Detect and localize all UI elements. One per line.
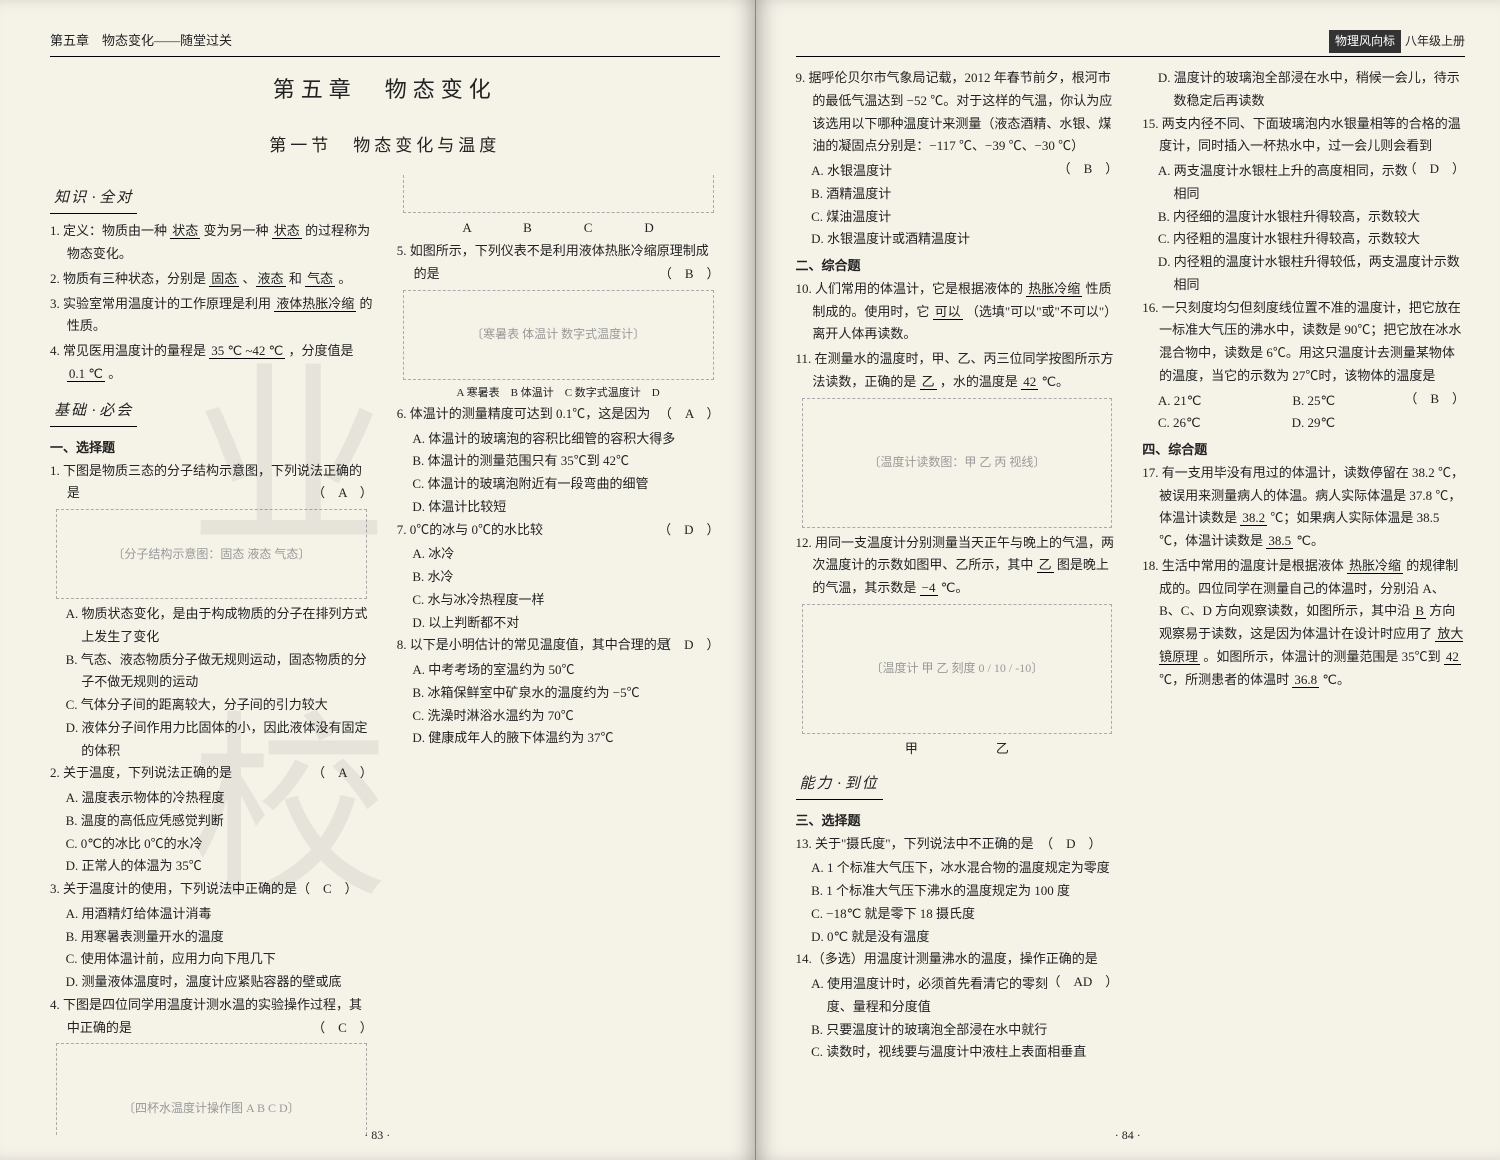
q14-c: C. 读数时，视线要与温度计中液柱上表面相垂直 — [796, 1041, 1119, 1064]
q14: 14.（多选）用温度计测量沸水的温度，操作正确的是（ AD ） — [796, 948, 1119, 971]
q5-labels: A 寒暑表 B 体温计 C 数字式温度计 D — [397, 384, 720, 403]
q7-d: D. 以上判断都不对 — [397, 612, 720, 635]
q13-d: D. 0℃ 就是没有温度 — [796, 926, 1119, 949]
q11-diagram: 〔温度计读数图：甲 乙 丙 视线〕 — [802, 398, 1113, 528]
q6-d: D. 体温计比较短 — [397, 496, 720, 519]
grade-label: 八年级上册 — [1405, 31, 1465, 52]
right-badges: 物理风向标 八年级上册 — [1329, 30, 1465, 53]
q5: 5. 如图所示，下列仪表不是利用液体热胀冷缩原理制成的是（ B ） — [397, 240, 720, 286]
q15: 15. 两支内径不同、下面玻璃泡内水银量相等的合格的温度计，同时插入一杯热水中，… — [1142, 113, 1465, 159]
section-title: 第一节 物态变化与温度 — [50, 131, 720, 161]
q6-c: C. 体温计的玻璃泡附近有一段弯曲的细管 — [397, 473, 720, 496]
sub1: 一、选择题 — [50, 437, 373, 460]
q2-b: B. 温度的高低应凭感觉判断 — [50, 810, 373, 833]
q4-labels: A B C D — [397, 217, 720, 240]
q12-diagram: 〔温度计 甲 乙 刻度 0 / 10 / -10〕 — [802, 604, 1113, 734]
q1: 1. 下图是物质三态的分子结构示意图，下列说法正确的是（ A ） — [50, 460, 373, 506]
q7-b: B. 水冷 — [397, 566, 720, 589]
right-header: 物理风向标 八年级上册 — [796, 30, 1466, 57]
q1-d: D. 液体分子间作用力比固体的小，因此液体没有固定的体积 — [50, 717, 373, 763]
chapter-path: 第五章 物态变化——随堂过关 — [50, 30, 232, 53]
q2-c: C. 0℃的冰比 0℃的水冷 — [50, 833, 373, 856]
q10: 10. 人们常用的体温计，它是根据液体的 热胀冷缩 性质制成的。使用时，它 可以… — [796, 278, 1119, 346]
left-header: 第五章 物态变化——随堂过关 — [50, 30, 720, 57]
q13-a: A. 1 个标准大气压下，冰水混合物的温度规定为零度 — [796, 857, 1119, 880]
k1: 1. 定义：物质由一种 状态 变为另一种 状态 的过程称为物态变化。 — [50, 220, 373, 266]
q3-b: B. 用寒暑表测量开水的温度 — [50, 926, 373, 949]
right-columns: 9. 据呼伦贝尔市气象局记载，2012 年春节前夕，根河市的最低气温达到 −52… — [796, 67, 1466, 1072]
q12-labels: 甲 乙 — [796, 738, 1119, 761]
q18: 18. 生活中常用的温度计是根据液体 热胀冷缩 的规律制成的。四位同学在测量自己… — [1142, 555, 1465, 692]
q6: 6. 体温计的测量精度可达到 0.1℃，这是因为（ A ） — [397, 403, 720, 426]
page-right: 物理风向标 八年级上册 9. 据呼伦贝尔市气象局记载，2012 年春节前夕，根河… — [756, 0, 1500, 1160]
q6-a: A. 体温计的玻璃泡的容积比细管的容积大得多 — [397, 428, 720, 451]
q2-d: D. 正常人的体温为 35℃ — [50, 855, 373, 878]
book-spread: 业校 第五章 物态变化——随堂过关 第五章 物态变化 第一节 物态变化与温度 知… — [0, 0, 1500, 1160]
q9-d: D. 水银温度计或酒精温度计 — [796, 228, 1119, 251]
q3: 3. 关于温度计的使用，下列说法中正确的是（ C ） — [50, 878, 373, 901]
k4: 4. 常见医用温度计的量程是 35 ℃ ~42 ℃ ，分度值是 0.1 ℃ 。 — [50, 340, 373, 386]
left-columns: 知识 · 全对 1. 定义：物质由一种 状态 变为另一种 状态 的过程称为物态变… — [50, 175, 720, 1135]
q8: 8. 以下是小明估计的常见温度值，其中合理的是（ D ） — [397, 634, 720, 657]
q1-diagram: 〔分子结构示意图：固态 液态 气态〕 — [56, 509, 367, 599]
q15-d: D. 内径粗的温度计水银柱升得较低，两支温度计示数相同 — [1142, 251, 1465, 297]
q16-cd: C. 26℃ D. 29℃ — [1142, 412, 1465, 435]
q8-d: D. 健康成年人的腋下体温约为 37℃ — [397, 727, 720, 750]
page-num-right: · 84 · — [756, 1125, 1500, 1146]
q16: 16. 一只刻度均匀但刻度线位置不准的温度计，把它放在一标准大气压的沸水中，读数… — [1142, 297, 1465, 388]
q7: 7. 0℃的冰与 0℃的水比较（ D ） — [397, 519, 720, 542]
q7-a: A. 冰冷 — [397, 543, 720, 566]
sub3: 三、选择题 — [796, 810, 1119, 833]
q15-c: C. 内径粗的温度计水银柱升得较高，示数较大 — [1142, 228, 1465, 251]
q13: 13. 关于"摄氏度"，下列说法中不正确的是 （ D ） — [796, 833, 1119, 856]
q9: 9. 据呼伦贝尔市气象局记载，2012 年春节前夕，根河市的最低气温达到 −52… — [796, 67, 1119, 158]
q3-a: A. 用酒精灯给体温计消毒 — [50, 903, 373, 926]
q14-d: D. 温度计的玻璃泡全部浸在水中，稍候一会儿，待示数稳定后再读数 — [1142, 67, 1465, 113]
q3-c: C. 使用体温计前，应用力向下甩几下 — [50, 948, 373, 971]
q15-b: B. 内径细的温度计水银柱升得较高，示数较大 — [1142, 206, 1465, 229]
k3: 3. 实验室常用温度计的工作原理是利用 液体热胀冷缩 的性质。 — [50, 293, 373, 339]
page-num-left: · 83 · — [0, 1125, 755, 1146]
q1-b: B. 气态、液态物质分子做无规则运动，固态物质的分子不做无规则的运动 — [50, 649, 373, 695]
q8-b: B. 冰箱保鲜室中矿泉水的温度约为 −5℃ — [397, 682, 720, 705]
q7-c: C. 水与冰冷热程度一样 — [397, 589, 720, 612]
q6-b: B. 体温计的测量范围只有 35℃到 42℃ — [397, 450, 720, 473]
brand-badge: 物理风向标 — [1329, 30, 1401, 53]
q9-b: B. 酒精温度计 — [796, 183, 1119, 206]
q12: 12. 用同一支温度计分别测量当天正午与晚上的气温，两次温度计的示数如图甲、乙所… — [796, 532, 1119, 600]
sub2: 二、综合题 — [796, 255, 1119, 278]
chapter-title: 第五章 物态变化 — [50, 71, 720, 110]
q4: 4. 下图是四位同学用温度计测水温的实验操作过程，其中正确的是（ C ） — [50, 994, 373, 1040]
sub4: 四、综合题 — [1142, 439, 1465, 462]
head-knowledge: 知识 · 全对 — [50, 185, 137, 214]
q8-c: C. 洗澡时淋浴水温约为 70℃ — [397, 705, 720, 728]
q1-a: A. 物质状态变化，是由于构成物质的分子在排列方式上发生了变化 — [50, 603, 373, 649]
q17: 17. 有一支用毕没有甩过的体温计，读数停留在 38.2 ℃，被误用来测量病人的… — [1142, 462, 1465, 553]
q9-c: C. 煤油温度计 — [796, 206, 1119, 229]
q3-d: D. 测量液体温度时，温度计应紧贴容器的壁或底 — [50, 971, 373, 994]
head-ability: 能力 · 到位 — [796, 771, 883, 800]
k2: 2. 物质有三种状态，分别是 固态 、液态 和 气态 。 — [50, 268, 373, 291]
q13-c: C. −18℃ 就是零下 18 摄氏度 — [796, 903, 1119, 926]
q11: 11. 在测量水的温度时，甲、乙、丙三位同学按图所示方法读数，正确的是 乙 ，水… — [796, 348, 1119, 394]
q2-a: A. 温度表示物体的冷热程度 — [50, 787, 373, 810]
q5-diagram: 〔寒暑表 体温计 数字式温度计〕 — [403, 290, 714, 380]
q14-b: B. 只要温度计的玻璃泡全部浸在水中就行 — [796, 1019, 1119, 1042]
page-left: 业校 第五章 物态变化——随堂过关 第五章 物态变化 第一节 物态变化与温度 知… — [0, 0, 756, 1160]
q2: 2. 关于温度，下列说法正确的是（ A ） — [50, 762, 373, 785]
q1-c: C. 气体分子间的距离较大，分子间的引力较大 — [50, 694, 373, 717]
q13-b: B. 1 个标准大气压下沸水的温度规定为 100 度 — [796, 880, 1119, 903]
head-basic: 基础 · 必会 — [50, 398, 137, 427]
q8-a: A. 中考考场的室温约为 50℃ — [397, 659, 720, 682]
